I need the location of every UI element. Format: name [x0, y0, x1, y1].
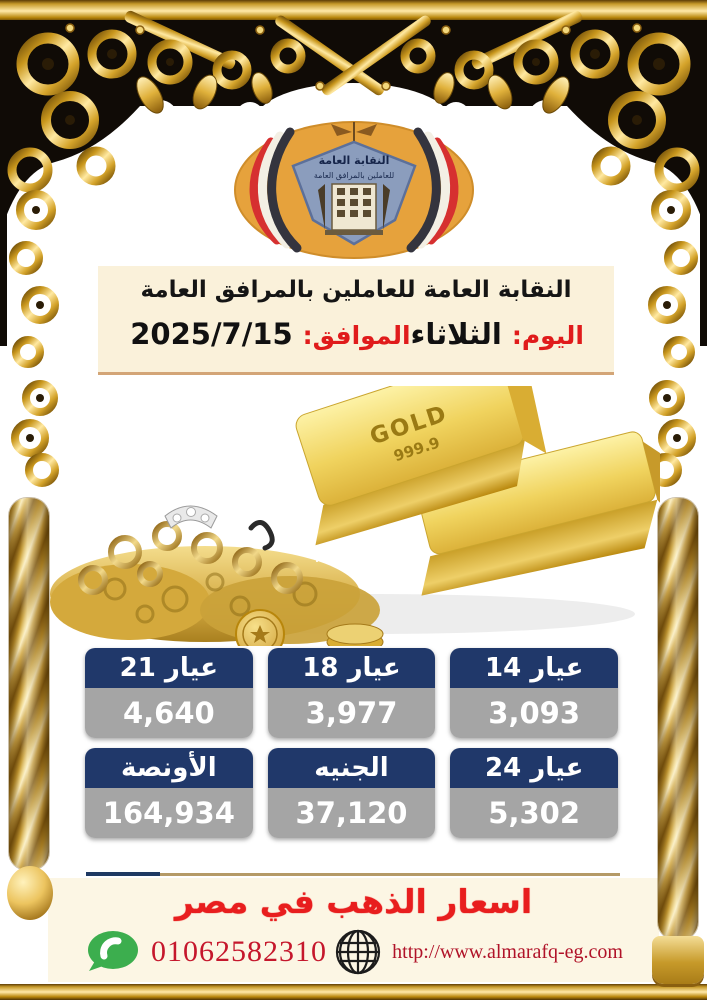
date-value: 2025/7/15 [130, 317, 293, 351]
day-group: اليوم: الثلاثاء [411, 317, 584, 351]
phone-number: 01062582310 [151, 935, 327, 968]
rope-finial-left [7, 866, 53, 920]
logo-name-line2: للعاملين بالمرافق العامة [314, 171, 394, 180]
price-box-label: عيار 21 [85, 648, 253, 688]
syndicate-logo: النقابة العامة للعاملين بالمرافق العامة [233, 120, 475, 260]
frame-bottom-bar [0, 984, 707, 1000]
jewelry-pile [50, 505, 384, 646]
footer-divider [86, 872, 620, 876]
headline: اسعار الذهب في مصر [174, 882, 533, 921]
price-box-karat-14: عيار 14 3,093 [450, 648, 618, 738]
price-box-ounce: الأونصة 164,934 [85, 748, 253, 838]
price-box-value: 164,934 [85, 788, 253, 838]
day-value: الثلاثاء [410, 317, 502, 351]
price-box-karat-24: عيار 24 5,302 [450, 748, 618, 838]
date-group: الموافق: 2025/7/15 [130, 317, 410, 351]
frame-top-bar [0, 0, 707, 22]
rope-column-right [658, 498, 698, 940]
egypt-flag-ribbon-right [406, 127, 459, 253]
day-label: اليوم: [511, 321, 584, 350]
price-box-pound: الجنيه 37,120 [267, 748, 436, 838]
website-url: http://www.almarafq-eg.com [392, 940, 623, 963]
gold-bar-back [416, 431, 660, 596]
gold-bar-front: GOLD 999.9 [295, 386, 547, 546]
date-label: الموافق: [302, 321, 411, 350]
price-box-label: عيار 14 [450, 648, 618, 688]
price-box-karat-21: عيار 21 4,640 [85, 648, 253, 738]
footer-panel [48, 878, 659, 982]
egypt-flag-ribbon-left [249, 127, 302, 253]
logo-name-line1: النقابة العامة [319, 154, 390, 167]
logo-building [318, 183, 390, 235]
price-box-value: 4,640 [85, 688, 253, 738]
org-title: النقابة العامة للعاملين بالمرافق العامة [140, 277, 572, 303]
gold-bars-illustration: GOLD 999.9 [50, 386, 660, 646]
price-box-value: 5,302 [450, 788, 618, 838]
rope-column-left [9, 498, 49, 870]
price-box-label: عيار 18 [267, 648, 436, 688]
date-row: اليوم: الثلاثاء الموافق: 2025/7/15 [98, 303, 614, 351]
gold-coin [235, 609, 285, 646]
price-box-value: 3,977 [267, 688, 436, 738]
price-box-value: 3,093 [450, 688, 618, 738]
price-box-label: الجنيه [267, 748, 436, 788]
title-panel: النقابة العامة للعاملين بالمرافق العامة … [98, 266, 614, 375]
price-grid: عيار 14 3,093 عيار 18 3,977 عيار 21 4,64… [85, 648, 618, 838]
rope-base-right [652, 936, 704, 984]
diamond-piece [164, 505, 218, 529]
price-box-value: 37,120 [267, 788, 436, 838]
price-box-karat-18: عيار 18 3,977 [267, 648, 436, 738]
whatsapp-icon [88, 931, 138, 971]
logo-pennants [331, 122, 377, 144]
price-box-label: عيار 24 [450, 748, 618, 788]
price-box-label: الأونصة [85, 748, 253, 788]
globe-icon [336, 929, 381, 975]
contact-row: 01062582310 http://www.almarafq-eg.com [85, 924, 623, 980]
